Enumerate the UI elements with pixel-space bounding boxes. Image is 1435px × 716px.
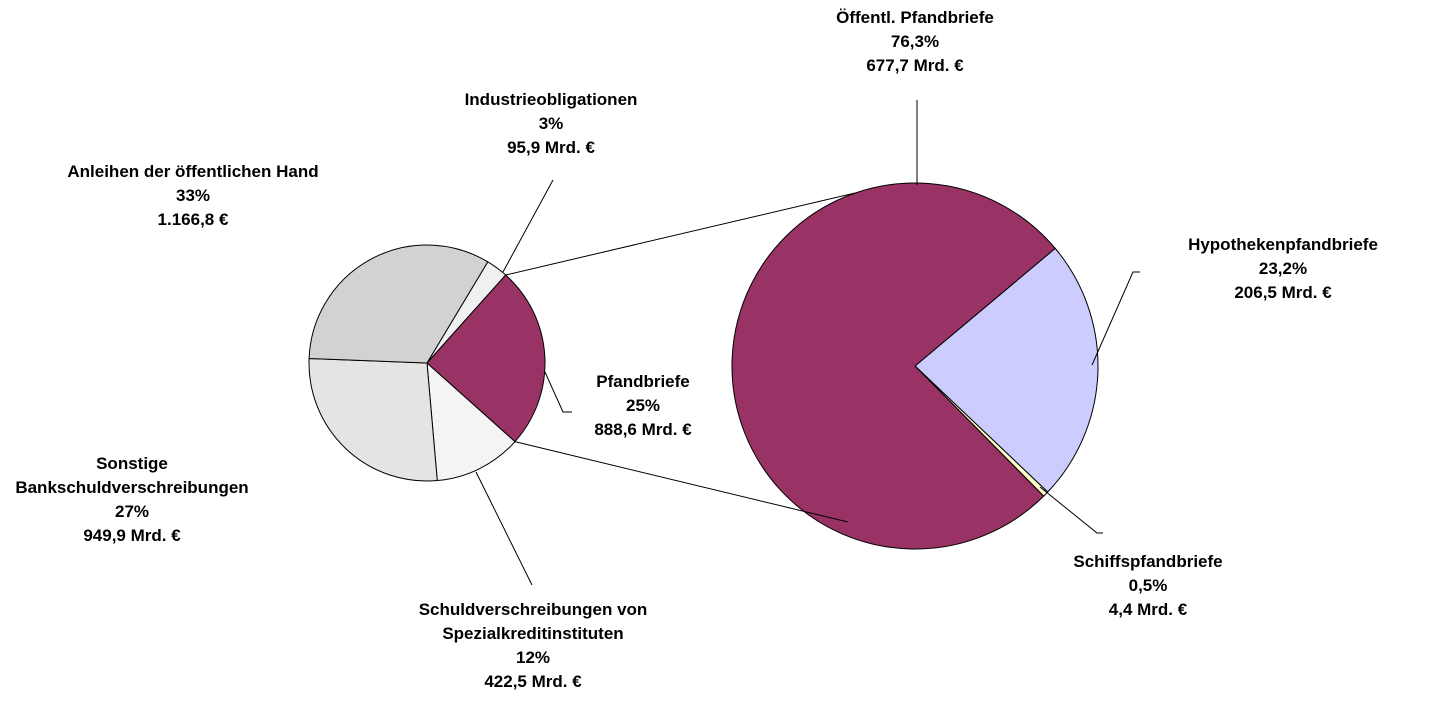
amount-label: 422,5 Mrd. € (484, 672, 582, 691)
percent-label: 33% (175, 186, 211, 205)
connector-line (514, 441, 849, 523)
percent-label: 0,5% (1128, 576, 1168, 595)
amount-label: 949,9 Mrd. € (83, 526, 181, 545)
pie-slice (426, 361, 516, 482)
category-label: Anleihen der öffentlichen Hand (67, 162, 319, 181)
slice-label: Hypothekenpfandbriefe 23,2% 206,5 Mrd. € (1143, 233, 1423, 305)
category-label: Schuldverschreibungen von Spezialkrediti… (418, 600, 648, 643)
amount-label: 206,5 Mrd. € (1234, 283, 1332, 302)
percent-label: 12% (515, 648, 551, 667)
amount-label: 4,4 Mrd. € (1108, 600, 1188, 619)
pie-slice (426, 274, 546, 443)
leader-line (502, 179, 554, 273)
percent-label: 27% (114, 502, 150, 521)
slice-label: Pfandbriefe 25% 888,6 Mrd. € (563, 370, 723, 442)
percent-label: 25% (625, 396, 661, 415)
category-label: Hypothekenpfandbriefe (1188, 235, 1378, 254)
amount-label: 888,6 Mrd. € (594, 420, 692, 439)
pie-slice (731, 182, 1056, 550)
connector-line (505, 192, 856, 276)
percent-label: 76,3% (890, 32, 940, 51)
leader-line (1091, 271, 1140, 366)
category-label: Industrieobligationen (464, 90, 638, 109)
pie-slice (914, 247, 1099, 493)
pie-slice (308, 357, 438, 482)
slice-label: Schuldverschreibungen von Spezialkrediti… (398, 598, 668, 694)
amount-label: 1.166,8 € (157, 210, 229, 229)
slice-label: Schiffspfandbriefe 0,5% 4,4 Mrd. € (1038, 550, 1258, 622)
category-label: Öffentl. Pfandbriefe (836, 8, 994, 27)
leader-line (544, 371, 572, 413)
category-label: Schiffspfandbriefe (1073, 552, 1223, 571)
slice-label: Industrieobligationen 3% 95,9 Mrd. € (421, 88, 681, 160)
slice-label: Öffentl. Pfandbriefe 76,3% 677,7 Mrd. € (795, 6, 1035, 78)
slice-label: Anleihen der öffentlichen Hand 33% 1.166,8… (8, 160, 378, 232)
leader-line (475, 471, 533, 586)
category-label: Sonstige Bankschuldverschreibungen (15, 454, 249, 497)
category-label: Pfandbriefe (596, 372, 690, 391)
amount-label: 677,7 Mrd. € (866, 56, 964, 75)
percent-label: 23,2% (1258, 259, 1308, 278)
pie-slice (308, 244, 489, 364)
leader-line (1039, 486, 1103, 534)
percent-label: 3% (538, 114, 564, 133)
slice-label: Sonstige Bankschuldverschreibungen 27% 949… (7, 452, 257, 548)
amount-label: 95,9 Mrd. € (507, 138, 595, 157)
